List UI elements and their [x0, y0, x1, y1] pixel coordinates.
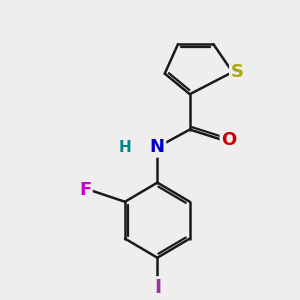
Text: F: F [79, 181, 91, 199]
Text: S: S [230, 63, 243, 81]
Text: I: I [154, 278, 161, 297]
Text: N: N [150, 138, 165, 156]
Text: H: H [118, 140, 131, 155]
Text: O: O [221, 131, 236, 149]
